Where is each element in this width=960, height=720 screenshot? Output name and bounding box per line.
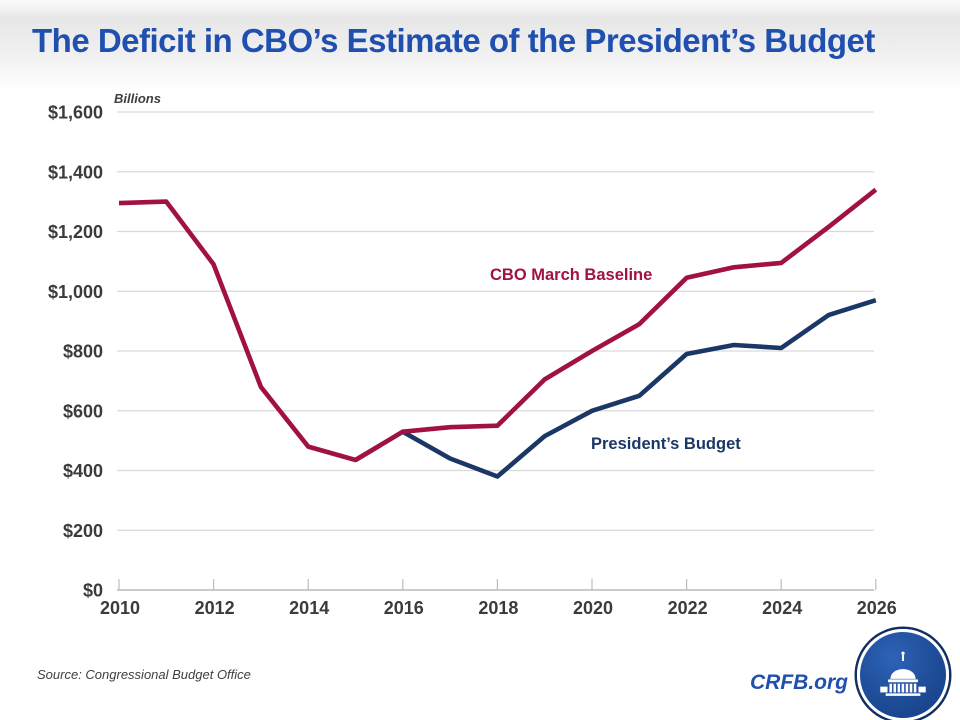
source-note: Source: Congressional Budget Office: [37, 667, 251, 682]
crfb-capitol-logo: [857, 629, 949, 720]
chart-title: The Deficit in CBO’s Estimate of the Pre…: [32, 22, 875, 59]
x-axis-tick-label: 2014: [289, 598, 329, 618]
presidents-budget-line: [354, 298, 877, 479]
cbo-march-baseline-line: [118, 187, 878, 463]
x-axis-tick-label: 2010: [100, 598, 140, 618]
x-axis-tick-label: 2026: [857, 598, 897, 618]
y-axis-tick-label: $1,600: [48, 103, 103, 123]
x-axis-tick-label: 2024: [762, 598, 802, 618]
x-axis-tick-label: 2020: [573, 598, 613, 618]
x-axis-tick-label: 2022: [668, 598, 708, 618]
y-axis-tick-label: $200: [63, 521, 103, 541]
y-axis-tick-label: $1,200: [48, 222, 103, 242]
y-axis-tick-label: $1,000: [48, 282, 103, 302]
title-band: [0, 0, 960, 92]
capitol-icon: [880, 651, 926, 696]
x-axis-tick-label: 2016: [384, 598, 424, 618]
series-label-cbo-march-baseline: CBO March Baseline: [490, 266, 653, 284]
y-axis-tick-label: $600: [63, 401, 103, 421]
x-axis-tick-label: 2012: [195, 598, 235, 618]
y-axis-tick-label: $400: [63, 461, 103, 481]
crfb-brand-text: CRFB.org: [750, 671, 848, 694]
y-axis-tick-label: $800: [63, 342, 103, 362]
y-axis-tick-label: $1,400: [48, 162, 103, 182]
y-axis-tick-label: $0: [83, 581, 103, 601]
series-label-presidents-budget: President’s Budget: [591, 435, 741, 453]
x-axis-tick-label: 2018: [478, 598, 518, 618]
y-axis-unit-label: Billions: [114, 91, 161, 106]
